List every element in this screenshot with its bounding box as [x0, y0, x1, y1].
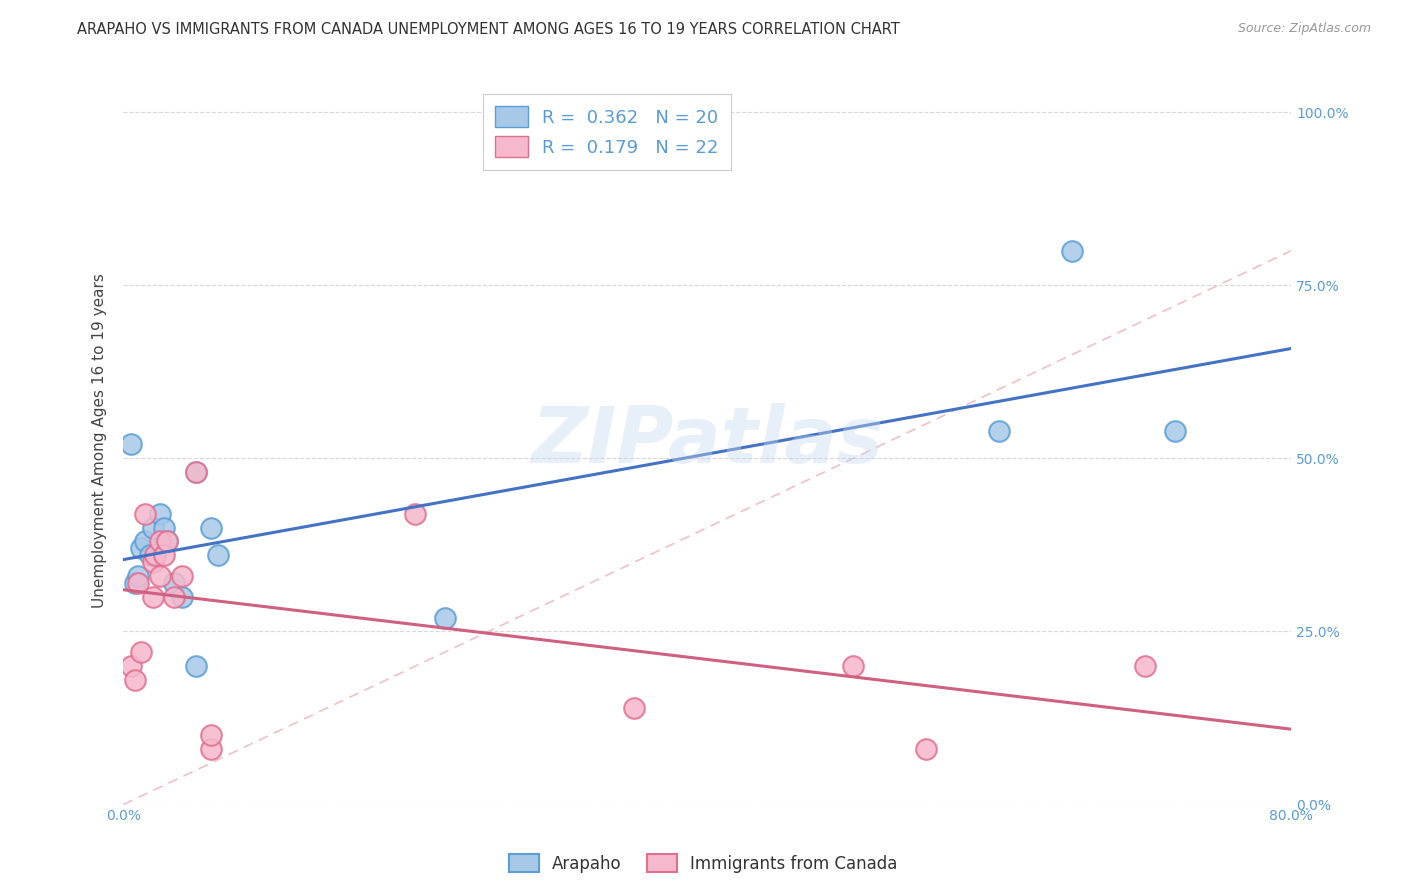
Point [200, 520, 222, 534]
Point [141, 555, 163, 569]
Point [124, 576, 146, 591]
Text: ZIPatlas: ZIPatlas [531, 403, 883, 479]
Point [120, 437, 142, 451]
Point [186, 465, 208, 479]
Point [141, 520, 163, 534]
Point [1163, 424, 1185, 438]
Point [988, 424, 1011, 438]
Point [207, 549, 229, 563]
Point [170, 569, 193, 583]
Point [156, 534, 179, 549]
Point [186, 465, 208, 479]
Point [145, 549, 167, 563]
Point [120, 659, 142, 673]
Text: Source: ZipAtlas.com: Source: ZipAtlas.com [1237, 22, 1371, 36]
Point [134, 534, 156, 549]
Point [623, 700, 645, 714]
Point [124, 673, 146, 687]
Point [129, 541, 152, 556]
Point [200, 742, 222, 756]
Point [200, 728, 222, 742]
Point [156, 534, 179, 549]
Point [915, 742, 938, 756]
Point [163, 590, 186, 604]
Point [127, 569, 149, 583]
Point [138, 549, 160, 563]
Point [149, 569, 172, 583]
Legend: Arapaho, Immigrants from Canada: Arapaho, Immigrants from Canada [502, 847, 904, 880]
Point [433, 610, 456, 624]
Point [842, 659, 865, 673]
Point [149, 507, 172, 521]
Point [134, 507, 156, 521]
Point [1135, 659, 1157, 673]
Point [1062, 244, 1084, 258]
Text: ARAPAHO VS IMMIGRANTS FROM CANADA UNEMPLOYMENT AMONG AGES 16 TO 19 YEARS CORRELA: ARAPAHO VS IMMIGRANTS FROM CANADA UNEMPL… [77, 22, 900, 37]
Point [149, 534, 172, 549]
Point [153, 549, 176, 563]
Point [163, 576, 186, 591]
Point [186, 659, 208, 673]
Legend: R =  0.362   N = 20, R =  0.179   N = 22: R = 0.362 N = 20, R = 0.179 N = 22 [482, 94, 731, 169]
Point [129, 645, 152, 659]
Y-axis label: Unemployment Among Ages 16 to 19 years: Unemployment Among Ages 16 to 19 years [93, 274, 107, 608]
Point [127, 576, 149, 591]
Point [153, 520, 176, 534]
Point [170, 590, 193, 604]
Point [404, 507, 426, 521]
Point [141, 590, 163, 604]
